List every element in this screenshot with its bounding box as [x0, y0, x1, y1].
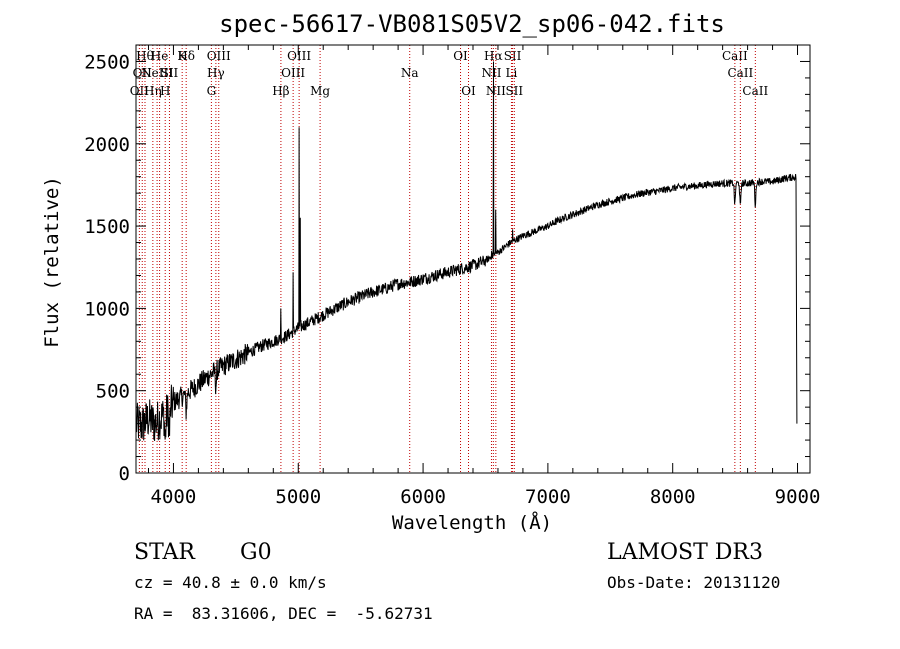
- y-tick-label-2: 1000: [84, 298, 130, 320]
- line-label-6: H: [160, 84, 170, 98]
- line-label-7: SII: [161, 66, 179, 80]
- object-subclass: G0: [240, 540, 272, 565]
- redshift-readout: cz = 40.8 ± 0.0 km/s: [134, 573, 327, 592]
- line-label-24: SII: [504, 49, 522, 63]
- x-axis-label: Wavelength (Å): [392, 511, 552, 534]
- line-label-25: SII: [505, 84, 523, 98]
- line-label-12: OIII: [207, 49, 231, 63]
- line-label-5: He: [151, 49, 169, 63]
- line-label-11: Hγ: [207, 66, 225, 80]
- line-label-1: OII: [133, 66, 153, 80]
- y-tick-label-0: 0: [119, 463, 130, 485]
- x-tick-label-1: 5000: [275, 486, 321, 508]
- x-tick-label-5: 9000: [775, 486, 821, 508]
- axis-ticks: 4000 5000 6000 7000 8000 9000 0 500 1000 1500 2000…: [84, 44, 821, 508]
- line-label-17: Na: [401, 66, 419, 80]
- line-label-22: NII: [486, 84, 506, 98]
- y-tick-label-1: 500: [96, 381, 130, 403]
- line-label-26: CaII: [722, 49, 748, 63]
- x-tick-label-2: 6000: [400, 486, 446, 508]
- obs-date: Obs-Date: 20131120: [607, 573, 781, 592]
- line-label-27: CaII: [727, 66, 753, 80]
- survey-name: LAMOST DR3: [607, 540, 763, 565]
- line-label-28: CaII: [742, 84, 768, 98]
- chart-title: spec-56617-VB081S05V2_sp06-042.fits: [219, 10, 725, 38]
- line-label-13: Hβ: [272, 84, 289, 98]
- line-label-20: NII: [481, 66, 501, 80]
- line-label-8: K: [178, 49, 188, 63]
- coordinates: RA = 83.31606, DEC = -5.62731: [134, 604, 433, 623]
- x-tick-label-4: 8000: [650, 486, 696, 508]
- line-label-10: G: [207, 84, 217, 98]
- line-label-19: OI: [461, 84, 476, 98]
- line-label-14: OIII: [281, 66, 305, 80]
- plot-frame: [135, 44, 811, 474]
- y-tick-label-4: 2000: [84, 134, 130, 156]
- y-tick-label-5: 2500: [84, 51, 130, 73]
- object-class: STAR: [134, 540, 195, 565]
- x-tick-label-3: 7000: [525, 486, 571, 508]
- x-tick-label-0: 4000: [151, 486, 197, 508]
- line-label-21: Hα: [484, 49, 503, 63]
- line-label-2: Hθ: [136, 49, 154, 63]
- flux-series-line: [135, 61, 798, 442]
- line-label-23: Li: [506, 66, 518, 80]
- line-label-18: OI: [453, 49, 468, 63]
- line-label-15: OIII: [287, 49, 311, 63]
- line-label-16: Mg: [310, 84, 330, 98]
- y-axis-label: Flux (relative): [41, 176, 63, 348]
- y-tick-label-3: 1500: [84, 216, 130, 238]
- line-label-9: Hδ: [177, 49, 195, 63]
- line-label-0: OII: [130, 84, 150, 98]
- spectral-line-markers: OIIOIIHθHηNeIIIHeHSIIKHδGHγOIIIHβOIIIOII…: [130, 45, 768, 473]
